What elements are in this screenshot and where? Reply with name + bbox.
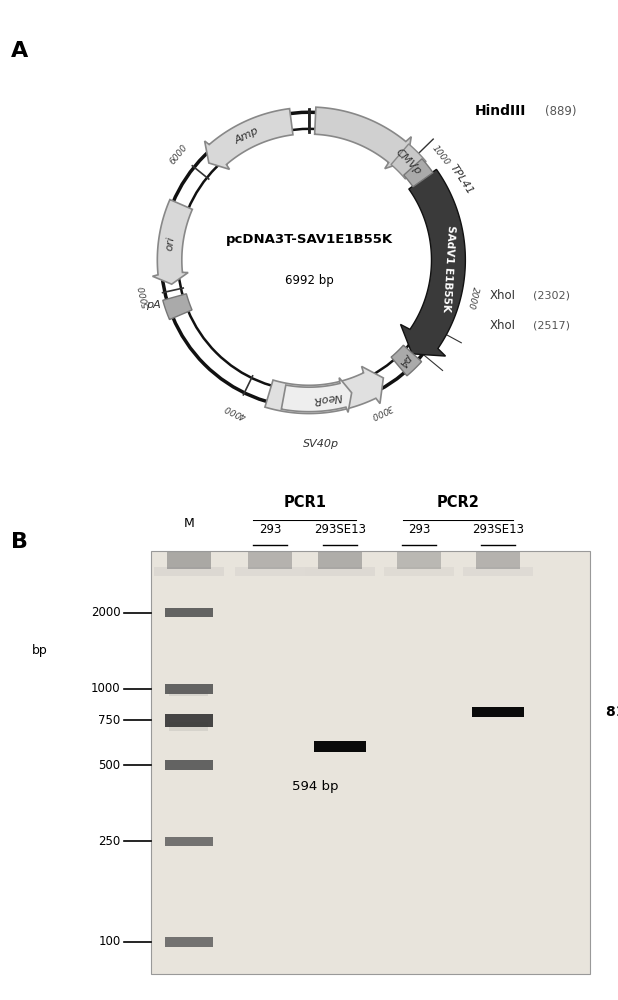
Bar xyxy=(164,937,213,947)
Text: pcDNA3T-SAV1E1B55K: pcDNA3T-SAV1E1B55K xyxy=(226,233,392,246)
Polygon shape xyxy=(163,294,192,320)
Bar xyxy=(164,608,213,617)
Text: 6000: 6000 xyxy=(168,143,189,166)
Text: A: A xyxy=(11,41,28,61)
Polygon shape xyxy=(153,200,192,284)
Text: 4000: 4000 xyxy=(223,402,248,420)
Text: 594 bp: 594 bp xyxy=(292,780,339,793)
Polygon shape xyxy=(404,159,433,187)
Text: 1000: 1000 xyxy=(430,144,451,167)
Bar xyxy=(314,741,366,752)
Bar xyxy=(167,552,211,569)
Bar xyxy=(472,707,524,717)
Text: (2302): (2302) xyxy=(533,291,570,301)
Text: 2000: 2000 xyxy=(465,285,480,310)
Polygon shape xyxy=(315,107,411,169)
Text: CMVp: CMVp xyxy=(393,147,423,177)
Polygon shape xyxy=(391,144,426,179)
Bar xyxy=(248,552,292,569)
Text: 1000: 1000 xyxy=(91,682,121,695)
Bar xyxy=(476,552,520,569)
Bar xyxy=(164,714,213,727)
Text: SAdV1 E1B55K: SAdV1 E1B55K xyxy=(441,225,456,312)
Bar xyxy=(151,551,590,974)
Bar xyxy=(384,567,454,576)
Text: pA: pA xyxy=(398,352,414,368)
Text: pA: pA xyxy=(146,300,161,310)
Text: 2000: 2000 xyxy=(91,606,121,619)
Text: (2517): (2517) xyxy=(533,321,570,331)
Text: 293: 293 xyxy=(259,523,281,536)
Text: ori: ori xyxy=(165,236,176,251)
Text: XhoI: XhoI xyxy=(490,319,516,332)
Text: 293SE13: 293SE13 xyxy=(314,523,366,536)
Text: 6992 bp: 6992 bp xyxy=(285,274,333,287)
Bar xyxy=(463,567,533,576)
Bar xyxy=(164,684,213,694)
Text: 5000: 5000 xyxy=(138,284,152,309)
Text: SV40p: SV40p xyxy=(303,439,339,449)
Text: (889): (889) xyxy=(544,105,576,118)
Text: 293: 293 xyxy=(408,523,430,536)
Bar xyxy=(154,567,224,576)
Text: TPL41: TPL41 xyxy=(448,163,475,197)
Text: PCR2: PCR2 xyxy=(437,495,480,510)
Text: 250: 250 xyxy=(98,835,121,848)
Text: 500: 500 xyxy=(98,759,121,772)
Polygon shape xyxy=(400,169,465,356)
Bar xyxy=(164,760,213,770)
Polygon shape xyxy=(265,366,383,414)
Polygon shape xyxy=(281,378,352,412)
Text: Amp: Amp xyxy=(233,125,260,146)
Bar xyxy=(305,567,375,576)
Text: XhoI: XhoI xyxy=(490,289,516,302)
Text: bp: bp xyxy=(32,644,48,657)
Bar xyxy=(169,690,208,696)
Text: 3000: 3000 xyxy=(369,402,394,420)
Text: B: B xyxy=(11,532,28,552)
Text: 293SE13: 293SE13 xyxy=(472,523,524,536)
Text: 750: 750 xyxy=(98,714,121,727)
Bar xyxy=(318,552,362,569)
Bar xyxy=(397,552,441,569)
Text: 811 bp: 811 bp xyxy=(606,705,618,719)
Text: NeoR: NeoR xyxy=(313,391,343,405)
Bar xyxy=(164,837,213,846)
Polygon shape xyxy=(391,345,421,376)
Bar xyxy=(169,722,208,731)
Text: M: M xyxy=(184,517,194,530)
Polygon shape xyxy=(205,109,293,169)
Bar xyxy=(235,567,305,576)
Text: HindIII: HindIII xyxy=(475,104,526,118)
Text: PCR1: PCR1 xyxy=(284,495,326,510)
Text: 100: 100 xyxy=(98,935,121,948)
